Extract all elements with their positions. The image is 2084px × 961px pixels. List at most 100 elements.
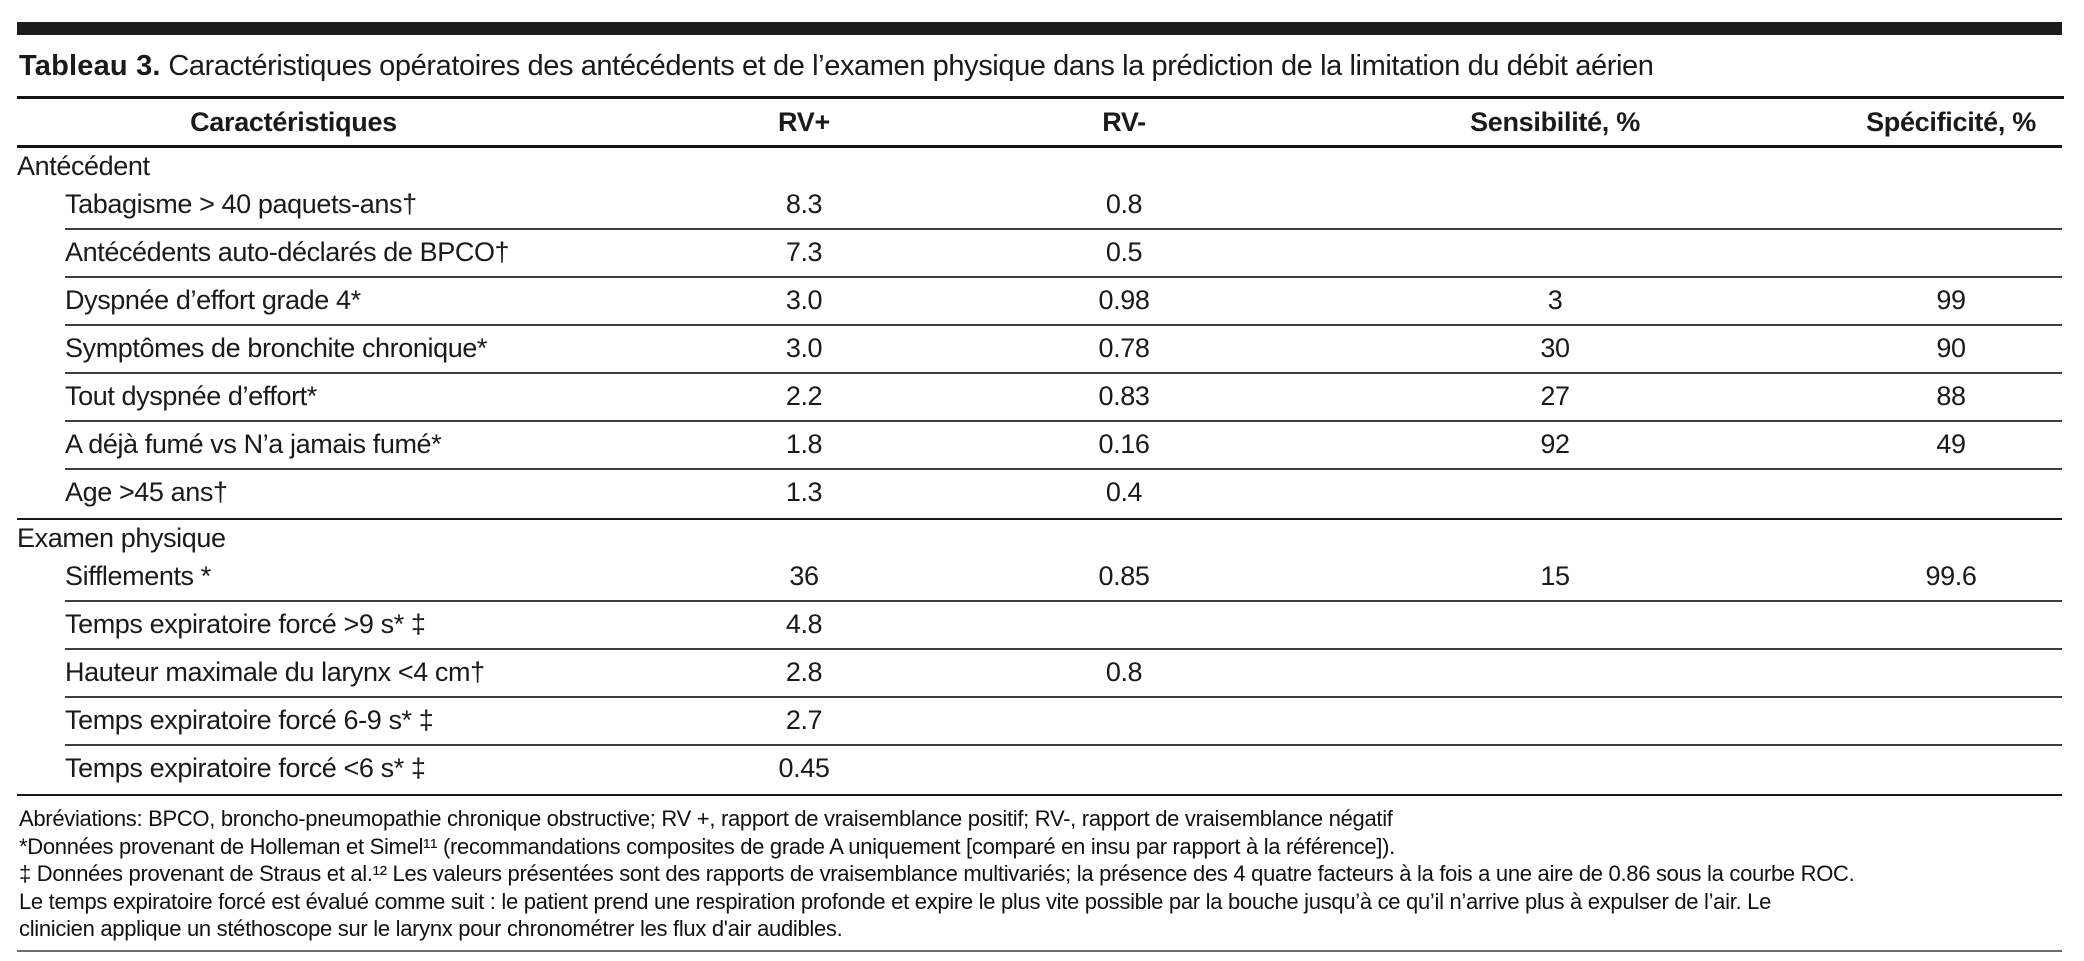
row-label: Age >45 ans† xyxy=(65,477,228,507)
rv-plus-value: 7.3 xyxy=(630,230,978,278)
footnote-abbreviations: Abréviations: BPCO, broncho-pneumopathie… xyxy=(19,806,1393,831)
rv-plus-value: 1.8 xyxy=(630,422,978,470)
row-indent xyxy=(17,470,65,518)
row-label: Temps expiratoire forcé >9 s* ‡ xyxy=(65,602,630,650)
table-row: Temps expiratoire forcé >9 s* ‡ 4.8 xyxy=(17,602,2062,650)
rv-plus-value: 2.2 xyxy=(630,374,978,422)
rv-plus-value: 4.8 xyxy=(630,602,978,650)
row-indent xyxy=(17,374,65,422)
table-bottom-rule xyxy=(17,794,2062,796)
specificite-value xyxy=(1840,746,2062,794)
table-row: Hauteur maximale du larynx <4 cm† 2.8 0.… xyxy=(17,650,2062,698)
row-indent xyxy=(17,182,65,230)
rv-minus-value: 0.78 xyxy=(978,326,1270,374)
specificite-value: 88 xyxy=(1840,374,2062,422)
section-header-antecedent: Antécédent xyxy=(17,151,150,181)
footnotes: Abréviations: BPCO, broncho-pneumopathie… xyxy=(19,796,2061,943)
row-label: Antécédents auto-déclarés de BPCO† xyxy=(65,230,630,278)
section-header-examen-physique: Examen physique xyxy=(17,523,226,553)
table-row: Age >45 ans† 1.3 0.4 xyxy=(17,470,2062,518)
row-label: Dyspnée d’effort grade 4* xyxy=(65,278,630,326)
row-label: Hauteur maximale du larynx <4 cm† xyxy=(65,650,630,698)
row-indent xyxy=(17,326,65,374)
sensibilite-value: 3 xyxy=(1270,278,1840,326)
row-indent xyxy=(17,422,65,470)
specificite-value: 99 xyxy=(1840,278,2062,326)
sensibilite-value xyxy=(1270,470,1840,518)
specificite-value: 99.6 xyxy=(1840,554,2062,602)
specificite-value xyxy=(1840,602,2062,650)
specificite-value: 49 xyxy=(1840,422,2062,470)
sensibilite-value xyxy=(1270,182,1840,230)
rv-minus-value xyxy=(978,746,1270,794)
row-indent xyxy=(17,230,65,278)
sensibilite-value: 15 xyxy=(1270,554,1840,602)
footnote-double-dagger-line3: clinicien applique un stéthoscope sur le… xyxy=(19,916,843,941)
column-header-rv-minus: RV- xyxy=(1102,107,1146,137)
specificite-value xyxy=(1840,230,2062,278)
specificite-value: 90 xyxy=(1840,326,2062,374)
rv-plus-value: 1.3 xyxy=(785,477,823,507)
row-label: Tabagisme > 40 paquets-ans† xyxy=(65,182,630,230)
table-row: Tout dyspnée d’effort* 2.2 0.83 27 88 xyxy=(17,374,2062,422)
row-label: A déjà fumé vs N’a jamais fumé* xyxy=(65,422,630,470)
rv-minus-value: 0.8 xyxy=(978,650,1270,698)
section-divider-rule xyxy=(17,518,2062,520)
specificite-value xyxy=(1840,182,2062,230)
specificite-value xyxy=(1840,698,2062,746)
rv-plus-value: 2.7 xyxy=(630,698,978,746)
row-indent xyxy=(17,602,65,650)
row-label: Temps expiratoire forcé 6-9 s* ‡ xyxy=(65,698,630,746)
row-indent xyxy=(17,650,65,698)
table-row: A déjà fumé vs N’a jamais fumé* 1.8 0.16… xyxy=(17,422,2062,470)
rv-plus-value: 0.45 xyxy=(778,753,830,783)
rv-minus-value: 0.98 xyxy=(978,278,1270,326)
footnote-asterisk: *Données provenant de Holleman et Simel¹… xyxy=(19,833,1395,859)
footnote-double-dagger-line1: ‡ Données provenant de Straus et al.¹² L… xyxy=(19,861,1855,886)
row-label: Sifflements * xyxy=(65,554,630,602)
rv-minus-value: 0.16 xyxy=(978,422,1270,470)
rv-minus-value: 0.85 xyxy=(978,554,1270,602)
rv-minus-value xyxy=(978,602,1270,650)
rv-plus-value: 3.0 xyxy=(630,278,978,326)
rv-plus-value: 36 xyxy=(630,554,978,602)
specificite-value xyxy=(1840,470,2062,518)
figure-bottom-rule xyxy=(17,949,2062,952)
rv-plus-value: 2.8 xyxy=(630,650,978,698)
table-caption: Caractéristiques opératoires des antécéd… xyxy=(168,50,1654,82)
table-number: Tableau 3. xyxy=(19,50,161,82)
table-title: Tableau 3. Caractéristiques opératoires … xyxy=(17,35,2064,99)
sensibilite-value xyxy=(1270,698,1840,746)
table-row: Symptômes de bronchite chronique* 3.0 0.… xyxy=(17,326,2062,374)
rv-minus-value: 0.5 xyxy=(978,230,1270,278)
row-indent xyxy=(17,278,65,326)
table-row: Dyspnée d’effort grade 4* 3.0 0.98 3 99 xyxy=(17,278,2062,326)
table-row: Antécédents auto-déclarés de BPCO† 7.3 0… xyxy=(17,230,2062,278)
sensibilite-value xyxy=(1270,746,1840,794)
sensibilite-value: 27 xyxy=(1270,374,1840,422)
row-indent xyxy=(17,698,65,746)
table-row: Temps expiratoire forcé <6 s* ‡ 0.45 xyxy=(17,746,2062,794)
sensibilite-value xyxy=(1270,602,1840,650)
rv-minus-value xyxy=(978,698,1270,746)
row-label: Temps expiratoire forcé <6 s* ‡ xyxy=(65,753,426,783)
row-indent xyxy=(17,554,65,602)
table-row: Tabagisme > 40 paquets-ans† 8.3 0.8 xyxy=(17,182,2062,230)
column-header-sensibilite: Sensibilité, % xyxy=(1470,107,1640,137)
column-header-caracteristiques: Caractéristiques xyxy=(190,107,397,137)
footnote-double-dagger-line2: Le temps expiratoire forcé est évalué co… xyxy=(19,888,1772,914)
row-label: Tout dyspnée d’effort* xyxy=(65,374,630,422)
sensibilite-value: 92 xyxy=(1270,422,1840,470)
rv-minus-value: 0.4 xyxy=(1105,477,1143,507)
row-label: Symptômes de bronchite chronique* xyxy=(65,326,630,374)
column-header-rv-plus: RV+ xyxy=(778,107,830,137)
rv-plus-value: 8.3 xyxy=(630,182,978,230)
rv-minus-value: 0.83 xyxy=(978,374,1270,422)
column-header-specificite: Spécificité, % xyxy=(1866,107,2036,137)
sensibilite-value xyxy=(1270,230,1840,278)
rv-plus-value: 3.0 xyxy=(630,326,978,374)
table-row: Sifflements * 36 0.85 15 99.6 xyxy=(17,554,2062,602)
row-indent xyxy=(17,746,65,794)
rv-minus-value: 0.8 xyxy=(978,182,1270,230)
